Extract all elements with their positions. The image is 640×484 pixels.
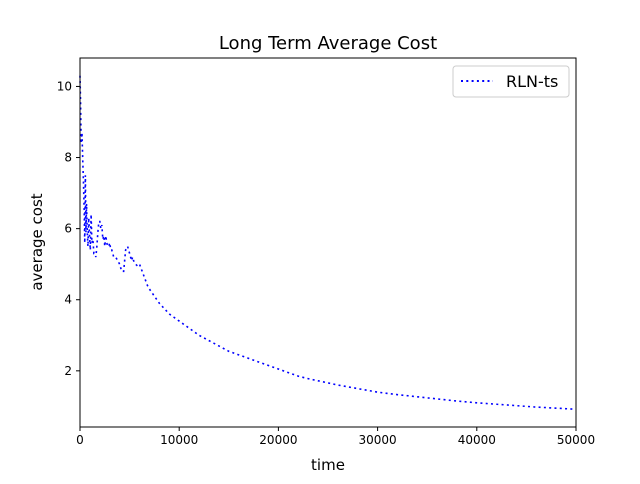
- x-tick-label: 30000: [359, 433, 397, 447]
- y-tick-label: 2: [64, 364, 72, 378]
- plot-area: [79, 75, 577, 411]
- x-tick-label: 10000: [160, 433, 198, 447]
- x-axis-label: time: [311, 456, 345, 474]
- x-tick-label: 20000: [259, 433, 297, 447]
- x-tick-label: 0: [76, 433, 84, 447]
- y-axis-label: average cost: [28, 193, 46, 290]
- y-tick-label: 6: [64, 222, 72, 236]
- chart-title: Long Term Average Cost: [219, 33, 437, 54]
- legend: RLN-ts: [452, 65, 570, 98]
- legend-box: [452, 65, 570, 98]
- x-tick-label: 40000: [458, 433, 496, 447]
- y-tick-label: 4: [64, 293, 72, 307]
- x-tick-label: 50000: [557, 433, 595, 447]
- y-tick-label: 8: [64, 151, 72, 165]
- x-axis: 0 10000 20000 30000 40000 50000: [76, 427, 595, 447]
- y-tick-label: 10: [57, 79, 72, 93]
- series-line-0: [79, 75, 577, 411]
- y-axis: 2 4 6 8 10: [57, 79, 80, 378]
- legend-series-label: RLN-ts: [506, 72, 558, 91]
- plot-frame: [79, 57, 577, 428]
